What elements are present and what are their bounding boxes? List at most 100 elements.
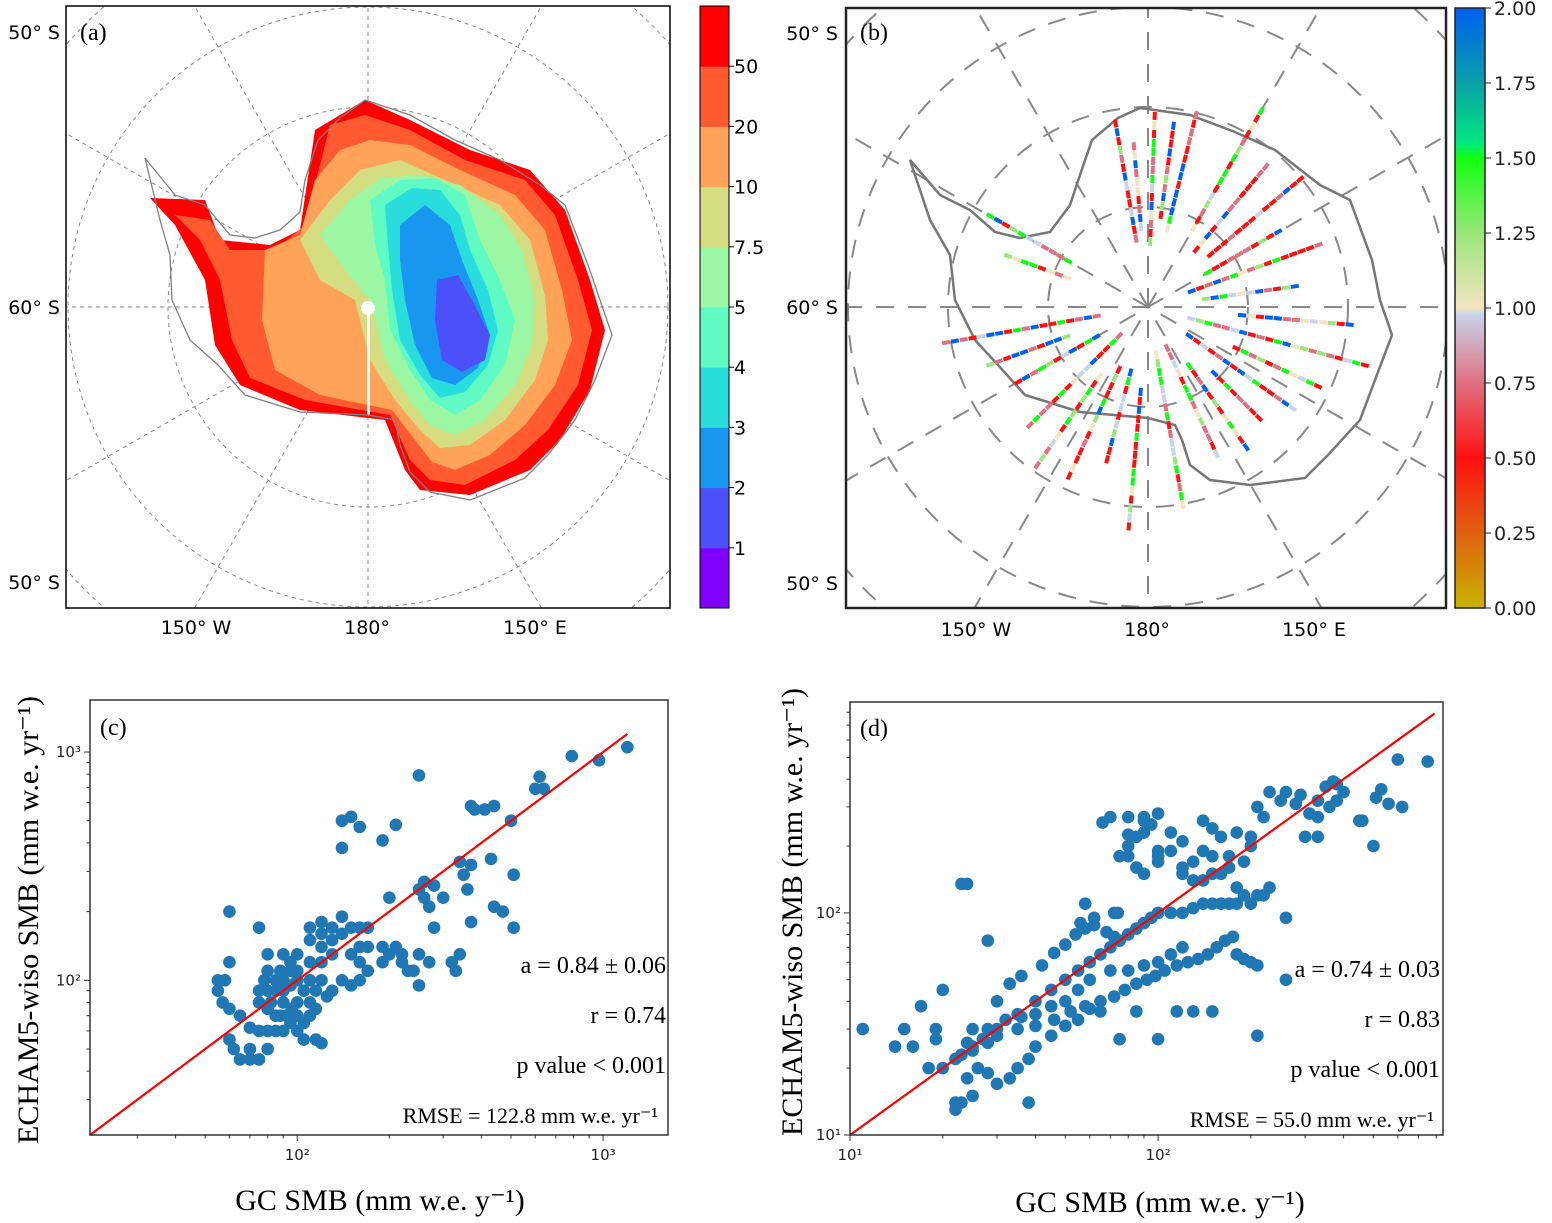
track-segment: [1129, 486, 1135, 495]
track-segment: [1083, 363, 1092, 372]
track-segment: [1104, 455, 1111, 464]
track-segment: [1039, 322, 1048, 329]
d-y-tick-label: 10²: [816, 904, 841, 922]
track-segment: [1068, 346, 1078, 355]
track-segment: [1132, 450, 1138, 459]
track-segment: [1221, 275, 1231, 283]
c-ylabel: ECHAM5-wiso SMB (mm w.e. yr⁻¹): [12, 696, 45, 1144]
track-segment: [1163, 403, 1169, 412]
track-segment: [1318, 319, 1327, 325]
track-segment: [1345, 322, 1354, 327]
d-data-point: [1251, 959, 1264, 972]
track-segment: [1282, 186, 1291, 195]
d-data-point: [1251, 800, 1264, 814]
d-data-point: [1226, 930, 1240, 944]
track-segment: [1188, 128, 1195, 137]
c-data-point: [276, 996, 290, 1009]
track-segment: [1213, 449, 1221, 459]
track-segment: [1257, 106, 1265, 116]
c-data-point: [461, 883, 474, 896]
track-segment: [1212, 184, 1220, 194]
track-segment: [1235, 145, 1243, 155]
track-segment: [1120, 163, 1127, 173]
track-segment: [1206, 250, 1216, 259]
panel-a-map: (a) 50° S 60° S 50° S 150° W 180° 150° E…: [8, 5, 764, 639]
c-data-point: [285, 1002, 299, 1016]
d-data-point: [1044, 999, 1058, 1013]
track-segment: [1178, 376, 1186, 386]
colorbar-b-gradient: [1454, 7, 1486, 609]
track-segment: [1300, 318, 1309, 324]
d-data-point: [888, 1040, 902, 1053]
colorbar-b-tick-label: 0.75: [1494, 373, 1536, 395]
colorbar-b-tick-label: 1.75: [1494, 73, 1536, 95]
track-segment: [1175, 180, 1182, 190]
track-segment: [1095, 372, 1104, 382]
track-segment: [1254, 263, 1264, 270]
d-data-point: [1206, 822, 1219, 835]
track-segment: [1221, 413, 1230, 423]
track-segment: [941, 339, 951, 346]
panel-c-scatter: ECHAM5-wiso SMB (mm w.e. yr⁻¹) GC SMB (m…: [12, 696, 669, 1217]
track-segment: [1103, 389, 1111, 399]
track-segment: [1271, 257, 1281, 264]
track-segment: [1127, 513, 1132, 522]
track-segment: [1137, 396, 1143, 406]
colorbar-a-tick-label: 4: [734, 357, 746, 379]
panel-d-label: (d): [860, 716, 888, 742]
d-data-point: [1196, 844, 1210, 858]
track-segment: [1325, 352, 1335, 359]
track-segment: [1084, 430, 1092, 440]
colorbar-b-tick-label: 1.00: [1494, 298, 1536, 320]
c-data-point: [309, 984, 323, 998]
d-data-point: [1257, 810, 1270, 824]
d-data-point: [1191, 952, 1205, 966]
track-segment: [1077, 446, 1085, 456]
d-data-point: [1059, 994, 1072, 1008]
c-data-point: [422, 955, 436, 969]
c-data-point: [297, 984, 311, 998]
track-segment: [1250, 241, 1260, 250]
track-segment: [1128, 495, 1134, 504]
track-segment: [1206, 391, 1214, 401]
track-segment: [1237, 435, 1245, 445]
track-segment: [1134, 432, 1139, 441]
c-data-point: [484, 852, 498, 866]
track-segment: [1231, 428, 1240, 437]
track-segment: [1076, 342, 1086, 350]
contour-1-2: [435, 275, 490, 372]
d-data-point: [1071, 983, 1085, 997]
track-segment: [1305, 244, 1315, 252]
track-segment: [1169, 130, 1175, 139]
d-data-point: [949, 1096, 962, 1109]
d-data-point: [1244, 830, 1258, 844]
track-segment: [1179, 163, 1186, 172]
d-data-point: [1206, 849, 1219, 863]
track-segment: [1195, 284, 1205, 292]
track-segment: [1148, 219, 1154, 228]
c-data-point: [303, 955, 317, 969]
track-segment: [1115, 365, 1123, 375]
track-segment: [1032, 239, 1042, 247]
track-segment: [1290, 343, 1300, 350]
track-segment: [1020, 258, 1030, 266]
track-segment: [1164, 166, 1170, 175]
track-segment: [1190, 119, 1197, 129]
d-data-point: [1087, 918, 1101, 932]
track-segment: [1227, 232, 1236, 242]
track-segment: [1029, 369, 1039, 377]
track-segment: [1148, 228, 1153, 237]
d-annotation-r: r = 0.83: [1364, 1007, 1440, 1033]
c-data-point: [297, 1033, 311, 1046]
c-data-point: [303, 933, 317, 947]
track-segment: [1134, 177, 1140, 187]
track-segment: [1136, 405, 1142, 414]
d-data-point: [1107, 990, 1121, 1003]
c-data-point: [303, 921, 317, 934]
track-segment: [1045, 360, 1055, 368]
track-segment: [1254, 209, 1264, 218]
track-segment: [1186, 136, 1193, 146]
track-segment: [1159, 201, 1165, 211]
c-data-point: [233, 1053, 247, 1066]
track-segment: [1264, 336, 1274, 343]
